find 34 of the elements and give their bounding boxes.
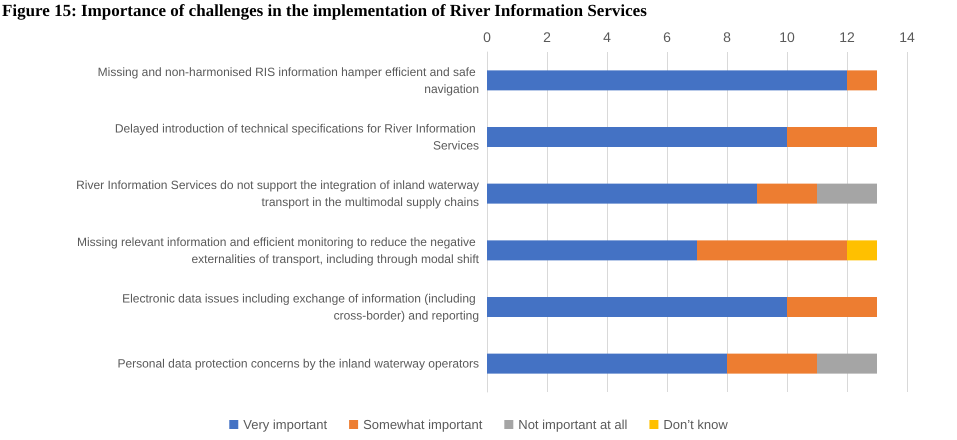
y-tick-label: Missing relevant information and efficient monitoring to reduce the negative externalities of transport, including through modal shift [76,234,480,266]
x-tick-label: 4 [603,29,612,45]
y-tick-label: Electronic data issues including exchange of information (including cross-border) and reporting [122,292,479,322]
y-tick-label: River Information Services do not support the integration of inland waterway transport in the multimodal supply chains [76,178,479,210]
y-tick-label: Missing and non-harmonised RIS information hamper efficient and safe navigation [98,64,479,96]
legend-label: Don’t know [663,417,728,432]
bar [487,70,847,90]
bar [817,184,877,204]
bar [487,240,697,260]
bar [487,184,757,204]
bar [487,297,787,317]
x-tick-label: 6 [663,29,672,45]
bar [847,240,877,260]
y-tick-label: Personal data protection concerns by the inland waterway operators [117,356,479,371]
legend-label: Very important [243,417,328,432]
legend-label: Not important at all [518,417,628,432]
bar [487,127,787,147]
x-tick-label: 14 [899,29,915,45]
bar [847,70,877,90]
y-tick-label: Delayed introduction of technical specifications for River Information Services [114,122,479,152]
x-tick-label: 0 [483,29,492,45]
text: Figure 15: Importance of challenges in the implementation of River Information Services [1,0,648,22]
bar [487,354,727,374]
legend-label: Somewhat important [363,417,483,432]
x-tick-label: 8 [723,29,732,45]
x-tick-label: 10 [779,29,795,45]
x-tick-label: 12 [839,29,855,45]
bar [787,127,877,147]
bar [817,354,877,374]
bar [787,297,877,317]
bar [727,354,817,374]
bar [757,184,817,204]
x-tick-label: 2 [543,29,552,45]
bar [697,240,847,260]
